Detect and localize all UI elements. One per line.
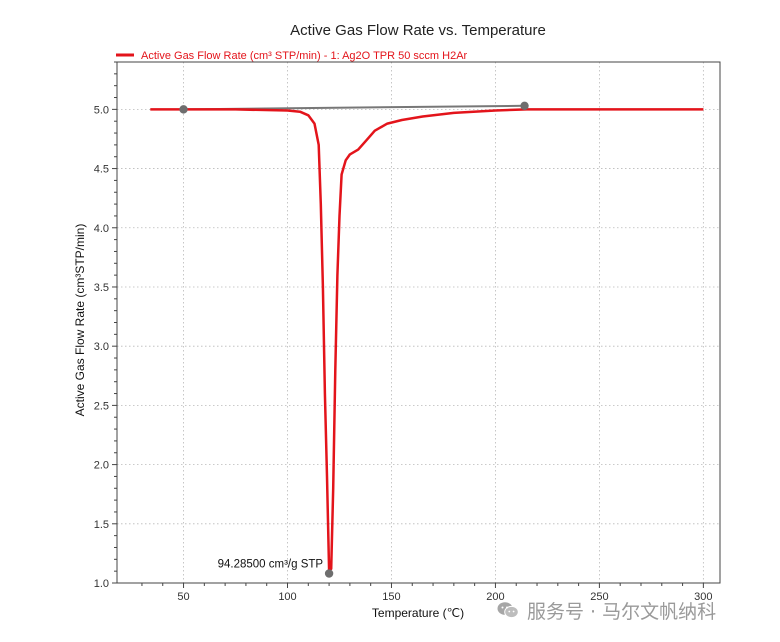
watermark: 服务号 · 马尔文帆纳科 <box>497 598 717 623</box>
y-tick-label: 2.0 <box>94 460 109 472</box>
wechat-icon <box>497 602 519 619</box>
baseline-end-marker <box>520 101 529 111</box>
y-tick-label: 4.0 <box>94 223 109 235</box>
x-tick-label: 50 <box>177 591 189 603</box>
x-axis: 50 100 150 200 250 300 <box>141 583 713 603</box>
y-tick-label: 1.5 <box>94 519 109 531</box>
y-axis-label: Active Gas Flow Rate (cm³STP/min) <box>73 224 87 417</box>
y-axis: 1.0 1.5 2.0 2.5 3.0 3.5 4.0 4.5 5.0 <box>94 61 117 590</box>
x-tick-label: 150 <box>382 591 400 603</box>
legend: Active Gas Flow Rate (cm³ STP/min) - 1: … <box>116 50 468 62</box>
series-layer <box>150 104 704 573</box>
x-tick-label: 100 <box>278 591 296 603</box>
y-tick-label: 5.0 <box>94 104 109 116</box>
peak-annotation: 94.28500 cm³/g STP <box>218 559 324 571</box>
chart-title: Active Gas Flow Rate vs. Temperature <box>290 22 546 39</box>
peak-marker <box>324 569 334 578</box>
x-tick-label: 300 <box>694 591 712 603</box>
y-tick-label: 1.0 <box>94 578 109 590</box>
x-axis-label: Temperature (℃) <box>372 606 464 620</box>
series-line <box>150 108 704 573</box>
grid <box>117 62 720 584</box>
y-tick-label: 3.0 <box>94 341 109 353</box>
x-tick-label: 200 <box>486 591 504 603</box>
y-tick-label: 2.5 <box>94 400 109 412</box>
legend-label: Active Gas Flow Rate (cm³ STP/min) - 1: … <box>141 50 468 62</box>
watermark-text: 服务号 · 马尔文帆纳科 <box>527 600 717 623</box>
baseline-start-marker <box>179 105 188 114</box>
marker-layer <box>179 101 529 578</box>
y-tick-label: 3.5 <box>94 282 109 294</box>
plot-frame <box>116 61 721 584</box>
plot-border <box>116 61 721 584</box>
x-tick-label: 250 <box>590 591 608 603</box>
y-tick-label: 4.5 <box>94 164 109 176</box>
